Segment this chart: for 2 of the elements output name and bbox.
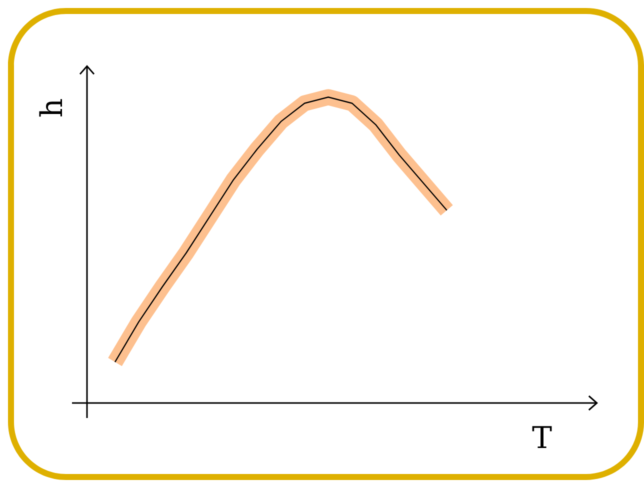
y-axis-title: h bbox=[39, 99, 62, 117]
x-axis-title: T bbox=[532, 426, 552, 448]
